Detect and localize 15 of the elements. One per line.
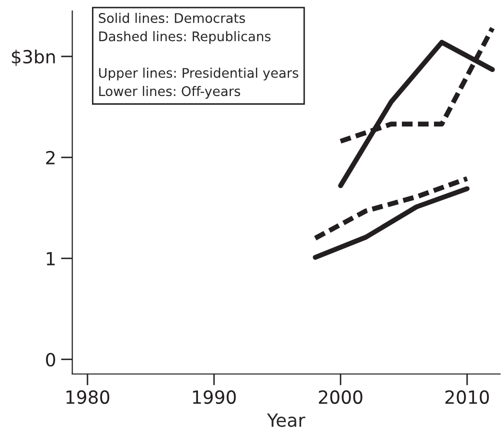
y-tick-label: 2 [46,150,55,164]
x-tick-label: 2000 [318,390,362,404]
line-series [312,176,470,241]
annotation: Lower lines: Off-years [99,86,240,99]
annotation: Dashed lines: Republicans [99,31,271,44]
x-axis-title: Year [266,414,306,427]
annotation: Upper lines: Presidential years [99,68,298,80]
x-tick-label: 1990 [193,390,236,404]
x-tick-label: 2010 [445,390,489,404]
x-tick-label: 1980 [66,390,110,404]
y-tick-label: 1 [46,252,55,266]
y-tick-label: $3bn [12,50,55,66]
annotation: Solid lines: Democrats [98,12,246,24]
line-series [312,186,470,260]
y-tick-label: 0 [46,352,56,366]
